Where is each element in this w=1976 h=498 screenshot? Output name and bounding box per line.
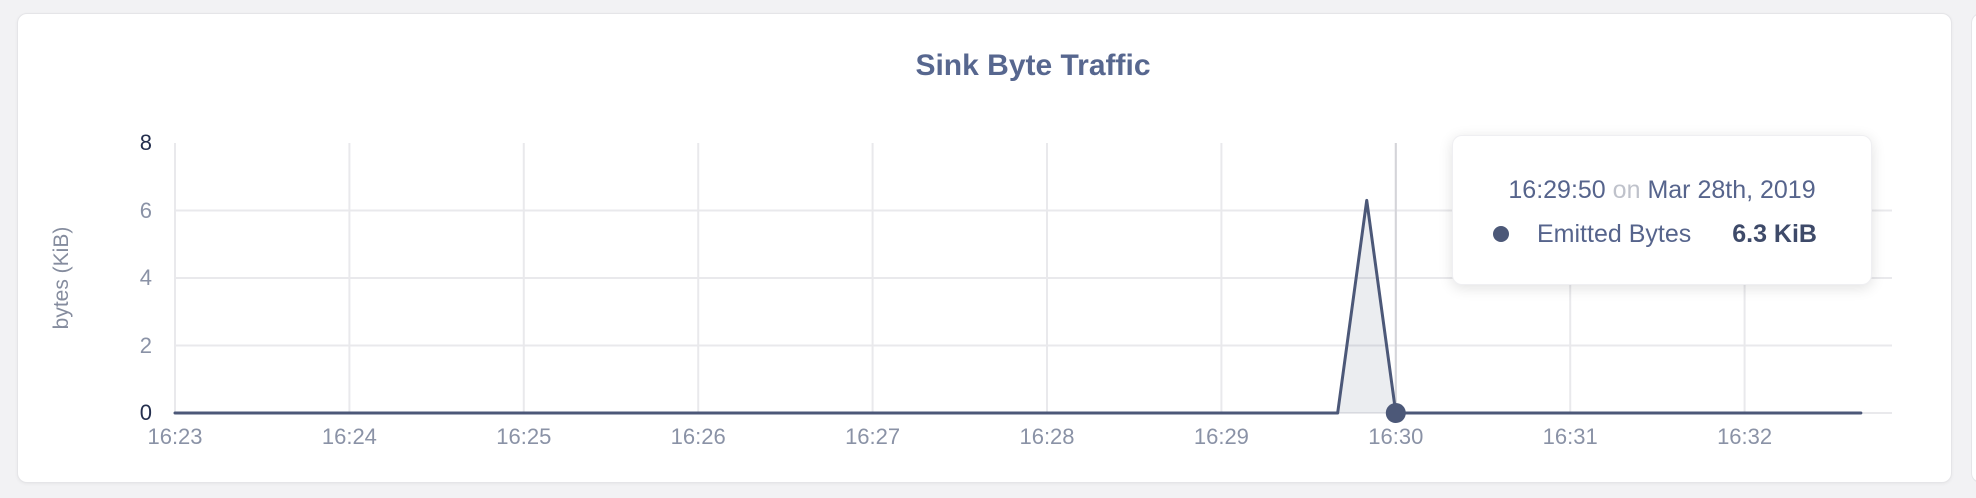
x-tick-label: 16:30: [1368, 424, 1424, 449]
x-tick-label: 16:28: [1019, 424, 1075, 449]
hover-tooltip: 16:29:50 on Mar 28th, 2019 Emitted Bytes…: [1452, 135, 1872, 285]
y-tick-label: 2: [139, 332, 152, 358]
y-tick-label: 8: [139, 130, 152, 155]
x-tick-label: 16:23: [147, 424, 203, 449]
hover-point-dot: [1385, 403, 1406, 423]
series-line: [173, 198, 1863, 415]
series: [173, 198, 1863, 423]
tooltip-date: Mar 28th, 2019: [1647, 176, 1816, 204]
chart-title: Sink Byte Traffic: [915, 49, 1151, 82]
series-bullet-icon: [1493, 226, 1509, 242]
x-tick-label: 16:31: [1542, 424, 1598, 449]
x-tick-label: 16:25: [496, 424, 552, 449]
y-tick-label: 6: [139, 197, 152, 223]
x-tick-label: 16:27: [845, 424, 901, 449]
y-tick-label: 4: [139, 265, 152, 290]
x-tick-label: 16:29: [1193, 424, 1249, 449]
x-tick-label: 16:24: [321, 424, 377, 449]
x-tick-label: 16:26: [670, 424, 726, 449]
tooltip-value: 6.3 KiB: [1732, 219, 1817, 248]
y-tick-label: 0: [139, 400, 152, 425]
tooltip-header: 16:29:50 on Mar 28th, 2019: [1493, 168, 1831, 212]
tooltip-conjunction: on: [1612, 176, 1641, 204]
tooltip-series-label: Emitted Bytes: [1537, 219, 1692, 248]
x-tick-label: 16:32: [1717, 424, 1773, 449]
tooltip-series-row: Emitted Bytes 6.3 KiB: [1493, 212, 1831, 256]
tooltip-time: 16:29:50: [1508, 176, 1606, 204]
